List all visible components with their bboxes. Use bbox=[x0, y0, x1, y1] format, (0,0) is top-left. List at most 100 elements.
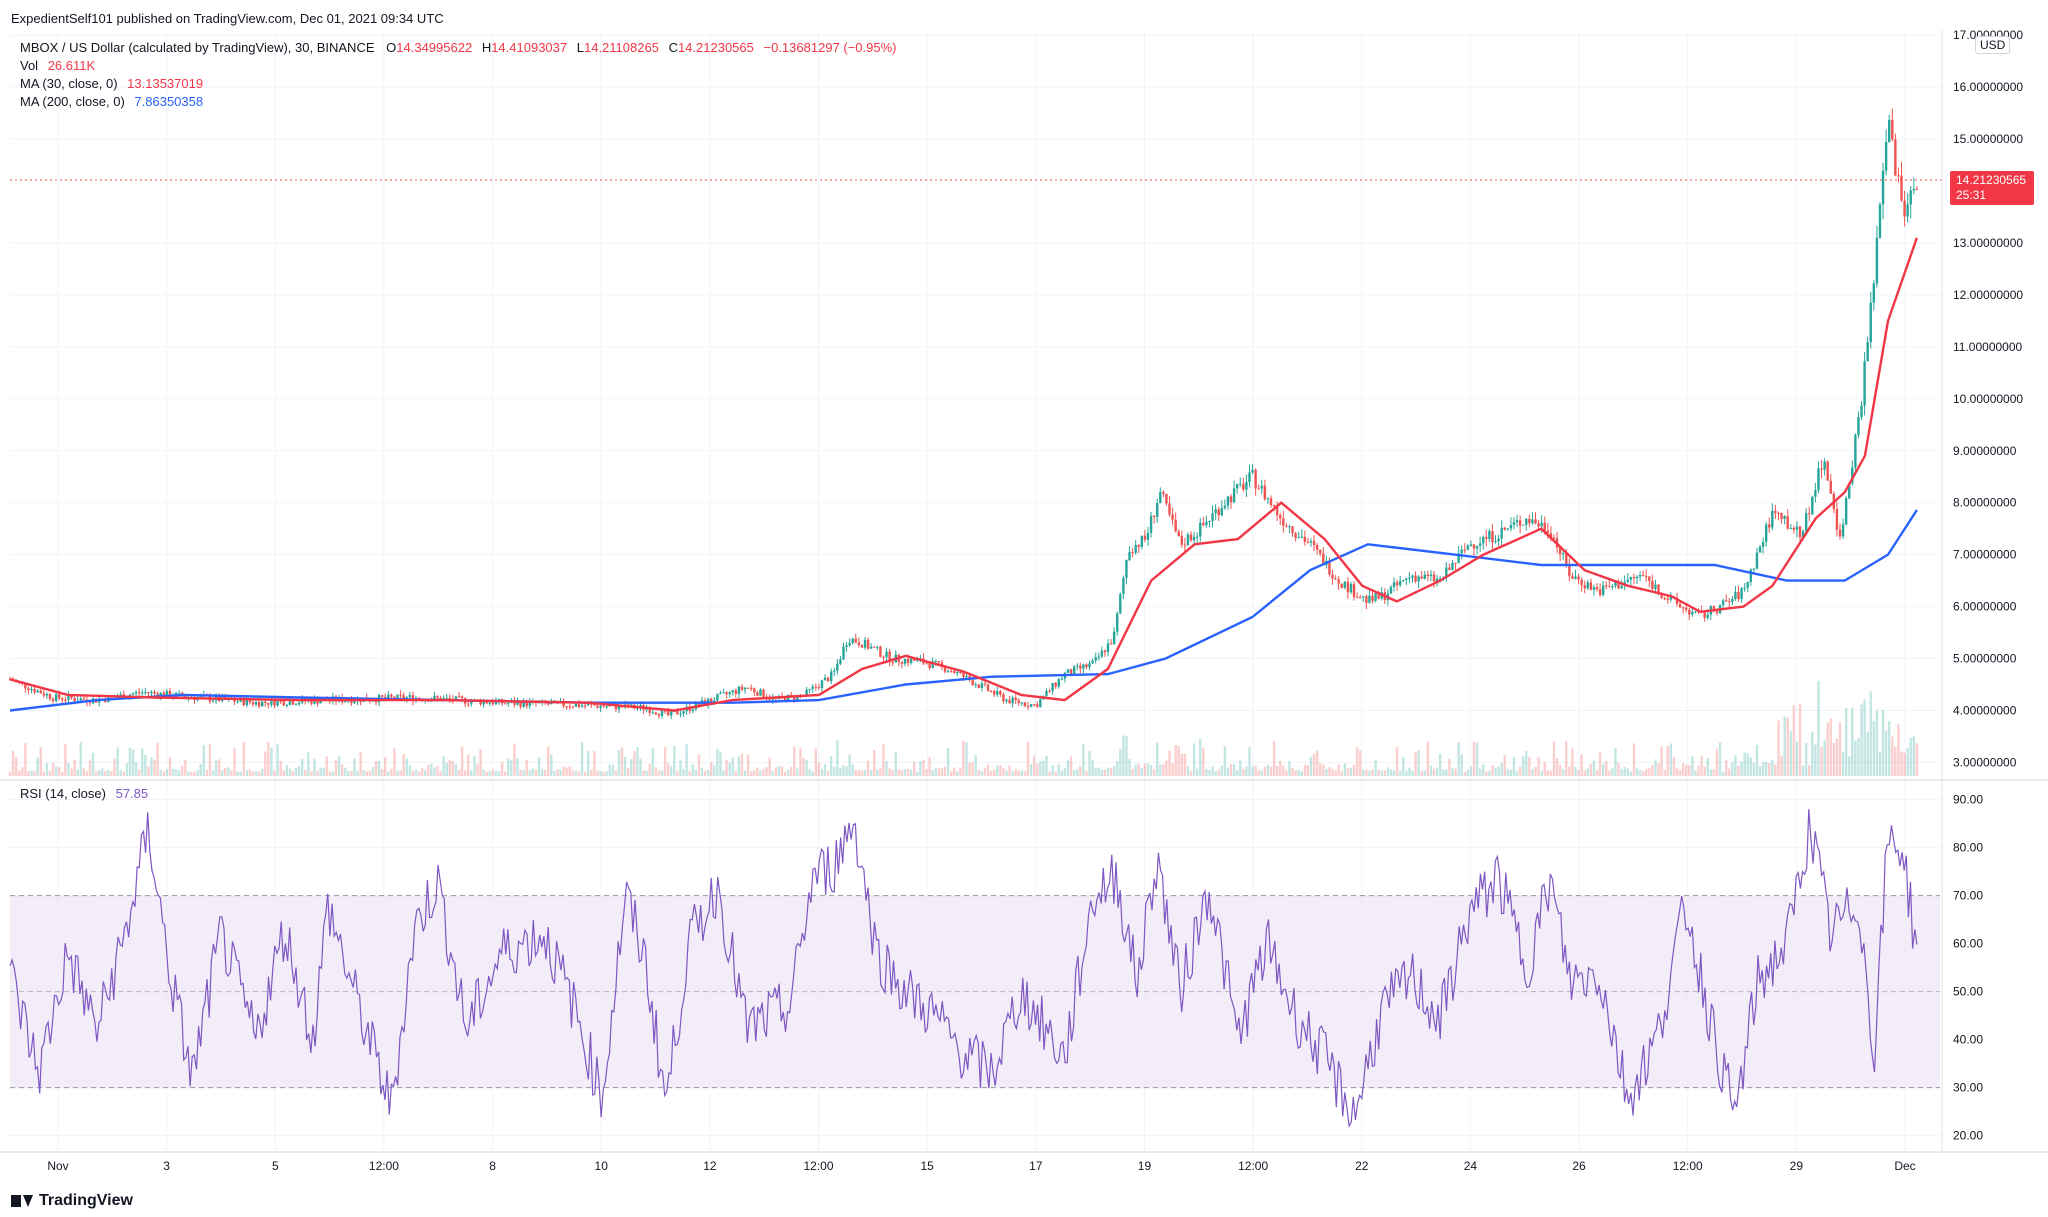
candle-body bbox=[1088, 663, 1091, 668]
candle-body bbox=[882, 656, 885, 658]
volume-bar bbox=[137, 769, 141, 776]
volume-bar bbox=[648, 763, 651, 776]
price-tick-label: 12.00000000 bbox=[1953, 288, 2023, 302]
volume-bar bbox=[940, 768, 944, 776]
ohlc-open: O14.34995622 bbox=[386, 40, 473, 55]
candle-body bbox=[1128, 552, 1131, 560]
volume-bar bbox=[1561, 768, 1565, 776]
volume-bar bbox=[1177, 746, 1180, 776]
volume-bar bbox=[1079, 766, 1082, 776]
volume-bar bbox=[783, 771, 787, 776]
volume-bar bbox=[1506, 768, 1510, 776]
candle-body bbox=[1731, 598, 1734, 602]
candle-body bbox=[1297, 537, 1300, 539]
time-tick-label: 12:00 bbox=[369, 1159, 399, 1173]
candlesticks[interactable] bbox=[8, 108, 1919, 720]
symbol-title[interactable]: MBOX / US Dollar (calculated by TradingV… bbox=[20, 40, 375, 55]
candle-body bbox=[42, 693, 46, 696]
volume-bar bbox=[1088, 751, 1091, 776]
ma200-legend[interactable]: MA (200, close, 0) 7.86350358 bbox=[20, 94, 203, 109]
volume-bar bbox=[1635, 768, 1639, 776]
volume-bar bbox=[377, 761, 381, 776]
volume-bar bbox=[1171, 763, 1174, 776]
candle-body bbox=[1611, 586, 1614, 588]
candle-body bbox=[1472, 544, 1476, 549]
candle-body bbox=[928, 663, 931, 669]
candle-body bbox=[550, 702, 553, 705]
candle-body bbox=[1605, 585, 1608, 587]
candle-body bbox=[1146, 532, 1150, 540]
price-tick-label: 9.00000000 bbox=[1953, 444, 2017, 458]
volume-bar bbox=[1869, 691, 1872, 776]
candle-body bbox=[568, 706, 571, 708]
volume-bar bbox=[171, 768, 175, 776]
volume-bar bbox=[442, 756, 445, 776]
candle-body bbox=[1340, 583, 1343, 588]
candle-body bbox=[1823, 461, 1826, 470]
tradingview-brand[interactable]: TradingView bbox=[11, 1192, 133, 1210]
candle-body bbox=[479, 699, 482, 705]
volume-bar bbox=[1011, 770, 1014, 776]
symbol-legend-row[interactable]: MBOX / US Dollar (calculated by TradingV… bbox=[20, 40, 897, 55]
volume-bar bbox=[1355, 747, 1359, 776]
currency-button[interactable]: USD bbox=[1975, 36, 2011, 54]
volume-bar bbox=[70, 768, 73, 776]
volume-bar bbox=[1546, 770, 1550, 776]
volume-bar bbox=[1740, 761, 1743, 776]
candle-body bbox=[310, 699, 313, 704]
volume-bar bbox=[457, 769, 461, 776]
volume-bar bbox=[851, 764, 854, 776]
candle-body bbox=[1728, 601, 1731, 603]
volume-bar bbox=[1715, 748, 1719, 776]
candle-body bbox=[1783, 516, 1786, 519]
volume-bar bbox=[24, 743, 27, 776]
candle-body bbox=[1494, 541, 1497, 543]
candle-body bbox=[679, 713, 682, 715]
volume-bar bbox=[73, 759, 76, 776]
volume-bar bbox=[1515, 771, 1519, 776]
candle-body bbox=[1319, 549, 1322, 554]
volume-bar bbox=[116, 747, 119, 776]
volume-legend[interactable]: Vol 26.611K bbox=[20, 58, 95, 73]
volume-bar bbox=[1897, 724, 1900, 776]
candle-body bbox=[445, 697, 448, 699]
candle-body bbox=[1568, 564, 1571, 577]
ma30-legend[interactable]: MA (30, close, 0) 13.13537019 bbox=[20, 76, 203, 91]
candle-body bbox=[1869, 302, 1872, 343]
time-tick-label: 24 bbox=[1464, 1159, 1478, 1173]
volume-bar bbox=[710, 761, 713, 776]
volume-bar bbox=[962, 740, 965, 776]
candle-body bbox=[866, 639, 870, 649]
candle-body bbox=[1854, 435, 1857, 468]
volume-bar bbox=[996, 765, 999, 776]
candle-body bbox=[242, 698, 245, 706]
volume-bar bbox=[236, 771, 239, 776]
volume-bar bbox=[445, 762, 448, 776]
rsi-legend[interactable]: RSI (14, close) 57.85 bbox=[20, 786, 148, 801]
volume-bar bbox=[184, 759, 187, 776]
volume-bar bbox=[113, 758, 116, 776]
volume-bar bbox=[1457, 742, 1460, 776]
rsi-tick-label: 20.00 bbox=[1953, 1129, 1983, 1143]
candle-body bbox=[1036, 704, 1039, 707]
volume-bar bbox=[1438, 753, 1442, 776]
volume-bar bbox=[245, 770, 249, 776]
volume-bar bbox=[134, 762, 138, 776]
candle-body bbox=[131, 693, 135, 695]
candle-body bbox=[1315, 545, 1319, 550]
candle-body bbox=[396, 694, 399, 699]
ma30-line bbox=[9, 237, 1919, 712]
candle-body bbox=[1137, 544, 1140, 547]
candle-body bbox=[1362, 596, 1365, 598]
rsi-band bbox=[10, 895, 1940, 1089]
volume-bar bbox=[334, 760, 338, 776]
volume-bar bbox=[999, 765, 1002, 776]
volume-bar bbox=[716, 748, 719, 776]
candle-body bbox=[1008, 699, 1011, 704]
volume-bar bbox=[1085, 770, 1088, 776]
candle-body bbox=[1275, 505, 1279, 516]
volume-bar bbox=[1534, 766, 1537, 776]
volume-bar bbox=[882, 744, 885, 776]
candle-body bbox=[448, 697, 452, 700]
